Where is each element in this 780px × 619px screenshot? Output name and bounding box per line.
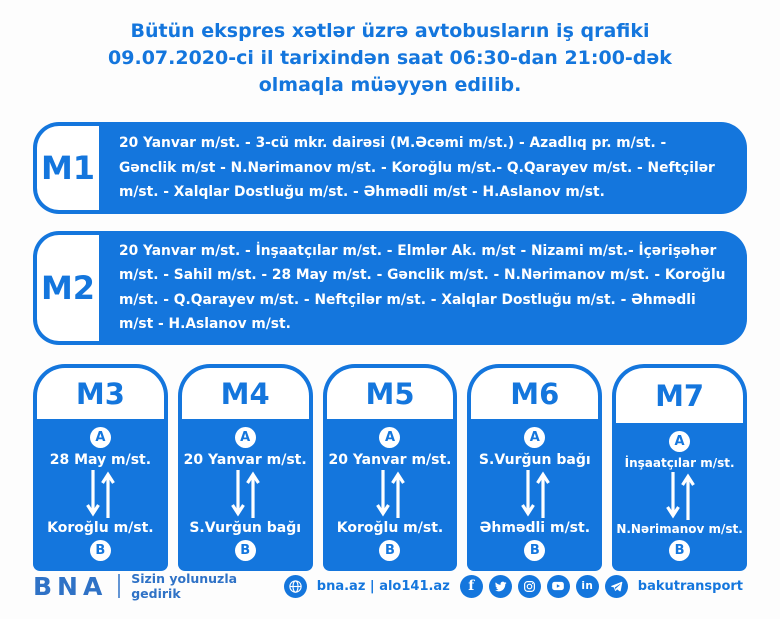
route-stations-text: 20 Yanvar m/st. - 3-cü mkr. dairəsi (M.Ə… (119, 135, 715, 201)
two-way-arrows-icon (225, 468, 265, 520)
station-to: Koroğlu m/st. (336, 520, 444, 536)
route-card-title: M3 (37, 368, 164, 419)
footer-handle: bakutransport (637, 578, 743, 594)
youtube-icon (546, 574, 570, 598)
route-card-m3: M3 A 28 May m/st. Koroğlu m/st. B (33, 364, 168, 571)
footer: BNA Sizin yolunuzla gedirik bna.az | alo… (33, 571, 747, 601)
route-stations-m2: 20 Yanvar m/st. - İnşaatçılar m/st. - El… (99, 235, 743, 341)
route-card-body: A 20 Yanvar m/st. S.Vurğun bağı B (178, 419, 313, 571)
point-a-badge: A (89, 427, 111, 448)
footer-websites: bna.az | alo141.az (316, 578, 450, 594)
route-card-title: M6 (471, 368, 599, 419)
two-way-arrows-icon (515, 468, 555, 520)
bna-logo: BNA (33, 571, 108, 601)
station-to: N.Nərimanov m/st. (616, 522, 743, 536)
route-box-m2: M2 20 Yanvar m/st. - İnşaatçılar m/st. -… (33, 230, 747, 345)
facebook-icon: f (459, 574, 483, 598)
route-badge-m2: M2 (37, 234, 99, 341)
route-card-title: M4 (181, 368, 309, 419)
two-way-arrows-icon (370, 468, 410, 520)
station-from: İnşaatçılar m/st. (624, 456, 735, 470)
route-stations-m1: 20 Yanvar m/st. - 3-cü mkr. dairəsi (M.Ə… (99, 126, 743, 210)
two-way-arrows-icon (660, 470, 700, 522)
point-b-badge: B (669, 540, 691, 561)
point-a-badge: A (524, 427, 546, 448)
station-to: Koroğlu m/st. (47, 520, 154, 536)
route-card-body: A İnşaatçılar m/st. N.Nərimanov m/st. B (612, 423, 747, 571)
route-card-m7: M7 A İnşaatçılar m/st. N.Nərimanov m/st.… (612, 364, 747, 571)
station-from: 20 Yanvar m/st. (328, 452, 452, 468)
telegram-icon (604, 574, 628, 598)
route-card-title: M7 (616, 368, 743, 423)
station-to: Əhmədli m/st. (479, 520, 591, 536)
station-from: 28 May m/st. (49, 452, 152, 468)
point-b-badge: B (524, 540, 546, 561)
point-b-badge: B (379, 540, 401, 561)
point-b-badge: B (89, 540, 111, 561)
route-stations-text: 20 Yanvar m/st. - İnşaatçılar m/st. - El… (119, 242, 726, 333)
brand-tagline: Sizin yolunuzla gedirik (131, 571, 238, 601)
point-a-badge: A (379, 427, 401, 448)
station-to: S.Vurğun bağı (189, 520, 302, 536)
brand-divider (118, 574, 121, 598)
linkedin-icon: in (575, 574, 599, 598)
route-box-m1: M1 20 Yanvar m/st. - 3-cü mkr. dairəsi (… (33, 121, 747, 214)
route-badge-m1: M1 (37, 125, 99, 210)
brand-block: BNA Sizin yolunuzla gedirik (33, 571, 284, 601)
twitter-icon (488, 574, 512, 598)
route-card-title: M5 (326, 368, 454, 419)
point-b-badge: B (234, 540, 256, 561)
globe-icon (283, 574, 307, 598)
page-title: Bütün ekspres xətlər üzrə avtobusların i… (108, 20, 672, 96)
station-from: 20 Yanvar m/st. (183, 452, 307, 468)
instagram-icon (517, 574, 541, 598)
point-a-badge: A (669, 431, 691, 452)
route-card-m6: M6 A S.Vurğun bağı Əhmədli m/st. B (467, 364, 603, 571)
route-card-body: A 20 Yanvar m/st. Koroğlu m/st. B (323, 419, 458, 571)
route-card-body: A S.Vurğun bağı Əhmədli m/st. B (467, 419, 602, 571)
route-card-m5: M5 A 20 Yanvar m/st. Koroğlu m/st. B (322, 364, 458, 571)
route-card-body: A 28 May m/st. Koroğlu m/st. B (33, 419, 168, 571)
point-a-badge: A (234, 427, 256, 448)
station-from: S.Vurğun bağı (478, 452, 591, 468)
route-card-m4: M4 A 20 Yanvar m/st. S.Vurğun bağı B (177, 364, 313, 571)
two-way-arrows-icon (80, 468, 120, 520)
route-cards-row: M3 A 28 May m/st. Koroğlu m/st. B M4 A 2… (33, 364, 747, 571)
footer-links: bna.az | alo141.az f in bakutransport (283, 574, 747, 598)
